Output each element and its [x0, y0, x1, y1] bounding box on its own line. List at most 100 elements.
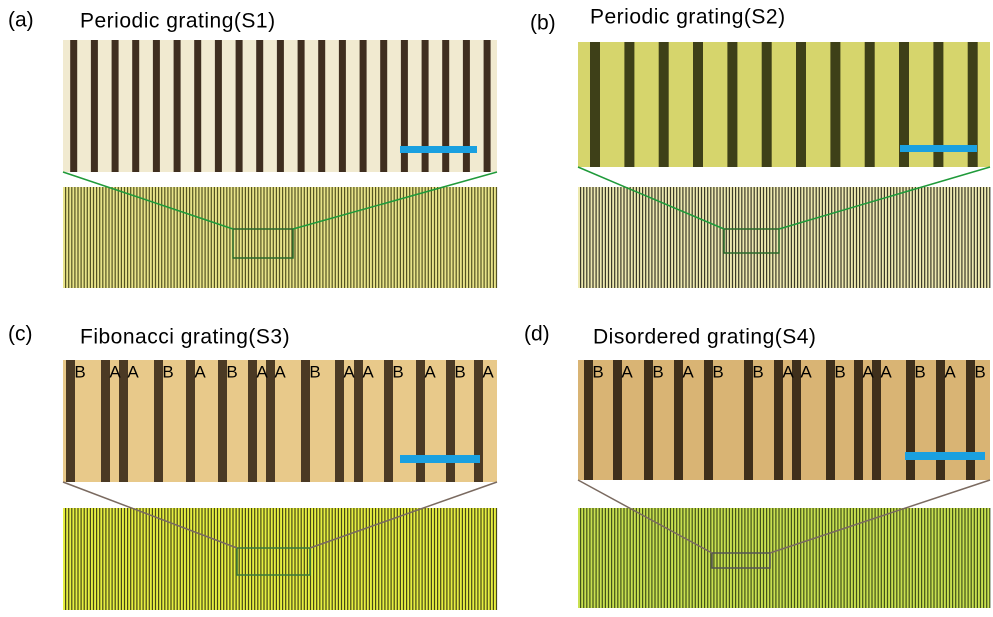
grating-line: [688, 187, 690, 288]
grating-line: [704, 508, 706, 608]
grating-line: [440, 187, 442, 288]
grating-line: [738, 508, 740, 608]
grating-line: [800, 187, 802, 288]
grating-line: [108, 508, 110, 610]
grating-line: [480, 508, 482, 610]
grating-line: [843, 187, 845, 288]
grating-line: [170, 187, 172, 288]
grating-line: [161, 187, 163, 288]
grating-line: [418, 508, 420, 610]
grating-line: [911, 508, 913, 608]
grating-stripe: [864, 42, 875, 167]
grating-line: [96, 187, 98, 288]
grating-line: [911, 187, 913, 288]
grating-stripe: [830, 42, 841, 167]
grating-line: [455, 508, 457, 610]
grating-line: [945, 187, 947, 288]
grating-line: [102, 508, 104, 610]
grating-line: [694, 508, 696, 608]
segment-letter: B: [392, 362, 403, 381]
grating-line: [976, 508, 978, 608]
grating-line: [418, 187, 420, 288]
grating-line: [120, 187, 122, 288]
grating-line: [337, 187, 339, 288]
grating-line: [589, 508, 591, 608]
panel-label: (d): [524, 323, 550, 346]
grating-line: [852, 508, 854, 608]
grating-stripe: [384, 360, 393, 482]
grating-line: [123, 187, 126, 288]
grating-line: [626, 508, 628, 608]
grating-line: [846, 187, 848, 288]
grating-line: [275, 508, 277, 610]
grating-line: [154, 187, 157, 288]
grating-line: [921, 508, 923, 608]
grating-line: [142, 187, 144, 288]
grating-line: [443, 187, 445, 288]
grating-line: [629, 508, 631, 608]
grating-line: [331, 187, 333, 288]
grating-line: [676, 508, 678, 608]
grating-line: [201, 187, 203, 288]
grating-line: [421, 508, 423, 610]
grating-stripe: [590, 42, 600, 167]
grating-line: [970, 508, 972, 608]
grating-line: [747, 508, 749, 608]
grating-line: [815, 187, 817, 288]
grating-line: [831, 508, 833, 608]
grating-line: [433, 187, 436, 288]
grating-line: [285, 508, 287, 610]
grating-line: [294, 508, 296, 610]
grating-line: [868, 187, 870, 288]
grating-line: [762, 508, 765, 608]
grating-line: [148, 187, 150, 288]
grating-line: [316, 187, 318, 288]
zoom-line: [778, 166, 991, 230]
grating-line: [914, 187, 916, 288]
grating-line: [623, 187, 625, 288]
grating-line: [347, 508, 349, 610]
grating-line: [986, 508, 988, 608]
grating-stripe: [235, 40, 243, 172]
segment-letter: A: [109, 362, 121, 381]
segment-letter: A: [782, 362, 794, 381]
grating-line: [682, 508, 684, 608]
segment-letter: B: [974, 362, 985, 381]
zoom-region: [232, 228, 294, 259]
grating-line: [638, 508, 641, 608]
grating-line: [452, 187, 454, 288]
grating-line: [368, 508, 370, 610]
grating-line: [967, 508, 969, 608]
grating-line: [883, 508, 885, 608]
grating-line: [120, 508, 122, 610]
grating-line: [927, 187, 929, 288]
grating-line: [334, 187, 336, 288]
grating-stripe: [613, 360, 622, 480]
grating-line: [139, 508, 141, 610]
grating-line: [319, 508, 321, 610]
grating-line: [719, 187, 721, 288]
grating-line: [189, 508, 191, 610]
grating-line: [976, 187, 978, 288]
grating-stripe: [584, 360, 593, 480]
grating-line: [486, 187, 488, 288]
grating-line: [210, 187, 212, 288]
grating-line: [406, 187, 408, 288]
grating-stripe: [792, 360, 801, 480]
grating-line: [114, 187, 116, 288]
grating-line: [173, 187, 175, 288]
panel-label: (c): [8, 323, 33, 346]
grating-line: [145, 508, 147, 610]
grating-line: [204, 508, 206, 610]
grating-line: [229, 508, 231, 610]
grating-line: [83, 187, 85, 288]
grating-line: [371, 187, 374, 288]
grating-line: [660, 508, 662, 608]
grating-line: [105, 508, 107, 610]
grating-line: [846, 508, 848, 608]
grating-line: [948, 187, 951, 288]
grating-stripe: [66, 360, 75, 482]
grating-line: [651, 508, 653, 608]
grating-line: [632, 187, 634, 288]
grating-line: [651, 187, 653, 288]
